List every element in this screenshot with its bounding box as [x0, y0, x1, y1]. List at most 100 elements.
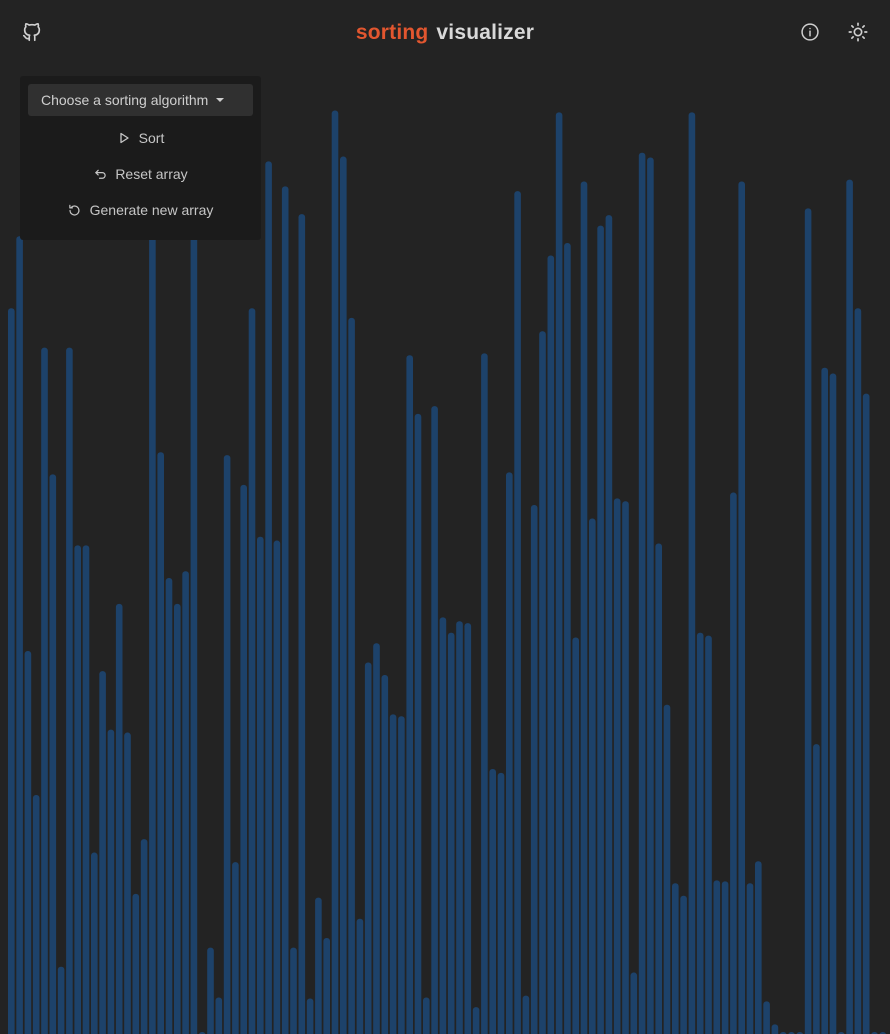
- array-bar: [597, 225, 604, 1034]
- array-bar: [555, 112, 563, 1034]
- array-bar: [115, 603, 123, 1034]
- array-bar: [315, 897, 322, 1034]
- array-bar: [8, 308, 15, 1034]
- array-bar: [306, 998, 314, 1034]
- array-bar: [57, 966, 65, 1034]
- array-bar: [829, 373, 837, 1034]
- array-bar: [472, 1007, 480, 1034]
- array-bar: [663, 704, 671, 1034]
- array-bar: [696, 632, 704, 1034]
- array-bar: [423, 997, 430, 1034]
- array-bar: [74, 545, 81, 1034]
- sort-label: Sort: [138, 130, 165, 146]
- array-bar: [605, 215, 613, 1034]
- array-bar: [713, 880, 721, 1034]
- array-bar: [140, 839, 148, 1034]
- array-bar: [497, 772, 505, 1034]
- array-bar: [672, 883, 679, 1034]
- array-bar: [99, 671, 106, 1034]
- array-bar: [721, 881, 729, 1034]
- array-bar: [149, 178, 156, 1034]
- array-bar: [647, 157, 654, 1034]
- array-bar: [190, 204, 198, 1034]
- array-bar: [406, 355, 413, 1034]
- array-bar: [431, 406, 438, 1034]
- theme-toggle[interactable]: [846, 20, 870, 44]
- array-bar: [232, 862, 239, 1034]
- reset-array-button[interactable]: Reset array: [28, 156, 253, 192]
- array-bar: [356, 918, 364, 1034]
- array-bar: [182, 571, 189, 1034]
- refresh-icon: [68, 203, 82, 217]
- array-bar: [738, 181, 745, 1034]
- array-bar: [331, 110, 339, 1034]
- array-bar: [240, 484, 247, 1034]
- array-bar: [572, 637, 579, 1034]
- array-bar: [16, 236, 23, 1034]
- algorithm-select[interactable]: Choose a sorting algorithm: [28, 84, 253, 116]
- array-bar: [49, 474, 57, 1034]
- array-bar: [630, 972, 638, 1034]
- array-bar: [481, 353, 488, 1034]
- sort-button[interactable]: Sort: [28, 120, 253, 156]
- array-bar: [124, 732, 131, 1034]
- array-bar: [589, 518, 596, 1034]
- undo-icon: [93, 167, 107, 181]
- array-bar: [862, 393, 870, 1034]
- array-bar: [514, 191, 521, 1034]
- caret-down-icon: [216, 98, 225, 102]
- array-bar: [265, 161, 272, 1034]
- array-bar: [82, 545, 90, 1034]
- array-bar: [688, 112, 696, 1034]
- array-bar: [66, 347, 73, 1034]
- array-bar: [547, 255, 555, 1034]
- array-bar: [746, 883, 754, 1034]
- github-link[interactable]: [20, 20, 44, 44]
- title-accent: sorting: [355, 21, 429, 44]
- array-bar: [91, 852, 98, 1034]
- array-bar: [530, 505, 538, 1034]
- array-bar: [763, 1001, 770, 1034]
- array-bar: [846, 179, 853, 1034]
- github-icon: [22, 22, 41, 42]
- array-bar: [373, 643, 380, 1034]
- array-bar: [506, 472, 513, 1034]
- reset-array-label: Reset array: [115, 166, 188, 182]
- array-bar: [447, 632, 455, 1034]
- array-bar: [730, 492, 737, 1034]
- array-bar: [439, 617, 447, 1034]
- array-bar: [298, 214, 306, 1034]
- array-bar: [207, 947, 214, 1034]
- array-bar: [414, 413, 422, 1034]
- generate-array-button[interactable]: Generate new array: [28, 192, 253, 228]
- array-bar: [381, 674, 389, 1034]
- array-bar: [281, 186, 289, 1034]
- controls-panel: Choose a sorting algorithm Sort Reset ar…: [20, 76, 261, 240]
- array-bar: [257, 536, 264, 1034]
- info-icon: [801, 23, 819, 41]
- array-bar: [248, 308, 256, 1034]
- array-bar: [340, 156, 347, 1034]
- info-button[interactable]: [798, 20, 822, 44]
- array-bar: [323, 938, 330, 1034]
- array-bar: [854, 308, 862, 1034]
- array-bar: [273, 540, 281, 1034]
- play-icon: [117, 131, 131, 145]
- array-bar: [348, 317, 355, 1034]
- array-bar: [24, 650, 32, 1034]
- algorithm-select-label: Choose a sorting algorithm: [41, 92, 209, 108]
- array-bar: [613, 498, 621, 1034]
- array-bar: [107, 729, 115, 1034]
- array-bar: [522, 995, 530, 1034]
- array-bar: [389, 714, 397, 1034]
- array-bar: [638, 152, 646, 1034]
- generate-array-label: Generate new array: [89, 202, 214, 218]
- array-bar: [157, 452, 164, 1034]
- array-bar: [813, 744, 820, 1034]
- array-bar: [132, 893, 140, 1034]
- array-bar: [364, 662, 372, 1034]
- array-bar: [32, 794, 40, 1034]
- array-bar: [41, 347, 48, 1034]
- array-bar: [580, 181, 588, 1034]
